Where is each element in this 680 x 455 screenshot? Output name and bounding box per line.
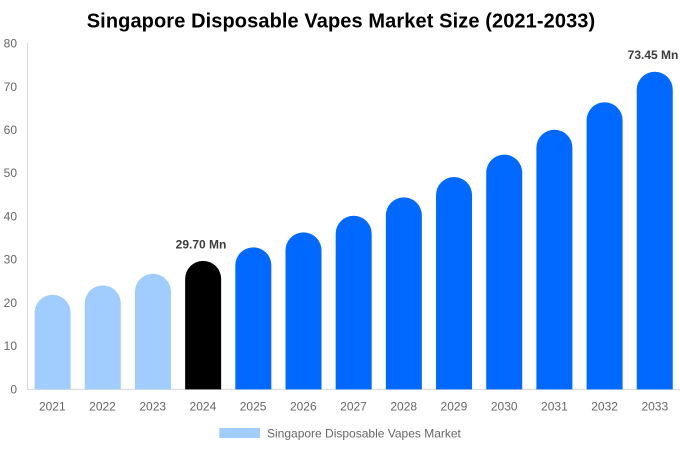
svg-text:50: 50 (4, 166, 18, 180)
svg-text:30: 30 (4, 253, 18, 267)
svg-text:20: 20 (4, 296, 18, 310)
svg-text:2032: 2032 (591, 400, 618, 414)
svg-text:2022: 2022 (89, 400, 116, 414)
svg-text:10: 10 (4, 339, 18, 353)
svg-text:Singapore Disposable Vapes Mar: Singapore Disposable Vapes Market Size (… (87, 10, 596, 32)
svg-text:2027: 2027 (340, 400, 367, 414)
svg-text:2025: 2025 (240, 400, 267, 414)
svg-text:2031: 2031 (541, 400, 568, 414)
svg-text:2028: 2028 (390, 400, 417, 414)
svg-text:2021: 2021 (39, 400, 66, 414)
svg-text:2030: 2030 (491, 400, 518, 414)
svg-text:73.45 Mn: 73.45 Mn (628, 48, 679, 62)
svg-text:80: 80 (4, 37, 18, 51)
svg-text:2033: 2033 (641, 400, 668, 414)
svg-text:29.70 Mn: 29.70 Mn (176, 238, 227, 252)
svg-text:2023: 2023 (139, 400, 166, 414)
svg-text:2029: 2029 (441, 400, 468, 414)
svg-text:2026: 2026 (290, 400, 317, 414)
svg-text:70: 70 (4, 80, 18, 94)
svg-text:60: 60 (4, 123, 18, 137)
svg-text:2024: 2024 (190, 400, 217, 414)
svg-text:40: 40 (4, 210, 18, 224)
svg-text:0: 0 (10, 382, 17, 396)
svg-text:Singapore Disposable Vapes Mar: Singapore Disposable Vapes Market (267, 427, 462, 441)
